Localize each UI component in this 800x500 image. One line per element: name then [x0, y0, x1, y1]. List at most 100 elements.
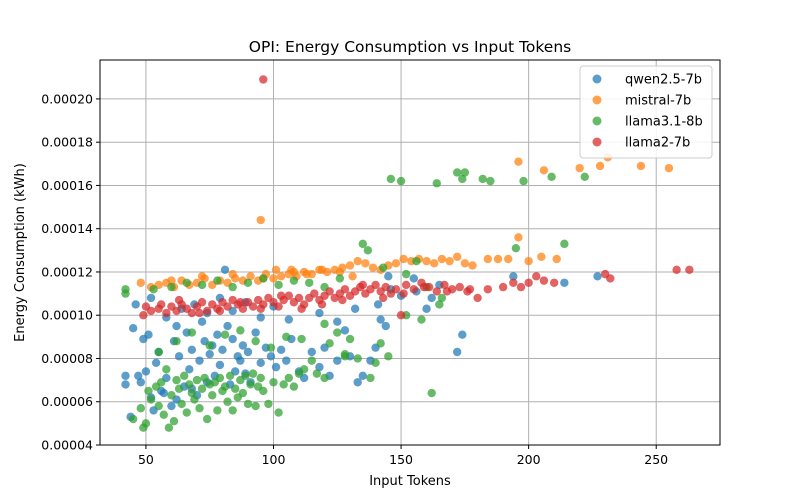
- data-point: [468, 261, 477, 270]
- data-point: [223, 321, 232, 331]
- data-point: [504, 254, 513, 264]
- data-point: [243, 399, 253, 409]
- legend-marker: [592, 137, 602, 147]
- data-point: [205, 341, 214, 350]
- data-point: [453, 252, 462, 262]
- data-point: [325, 287, 334, 296]
- data-point: [238, 388, 248, 398]
- data-point: [256, 358, 265, 368]
- data-point: [141, 367, 151, 376]
- data-point: [317, 300, 327, 309]
- data-point: [672, 265, 681, 274]
- data-point: [251, 328, 260, 337]
- data-point: [391, 259, 401, 268]
- data-point: [593, 272, 602, 281]
- y-tick-label: 0.00014: [41, 221, 93, 236]
- legend-label: llama3.1-8b: [625, 115, 703, 130]
- data-point: [350, 304, 360, 313]
- data-point: [248, 369, 258, 378]
- data-point: [134, 371, 143, 380]
- data-point: [335, 267, 345, 277]
- data-point: [289, 267, 299, 277]
- data-point: [149, 285, 158, 294]
- data-point: [246, 380, 255, 389]
- data-point: [162, 365, 171, 374]
- legend-label: qwen2.5-7b: [625, 73, 702, 88]
- data-point: [552, 254, 561, 264]
- data-point: [218, 345, 227, 355]
- data-point: [169, 417, 179, 426]
- legend: qwen2.5-7b mistral-7b llama3.1-8b llama2-7b: [579, 65, 713, 159]
- y-tick-label: 0.00020: [41, 91, 93, 106]
- data-point: [225, 371, 235, 380]
- data-point: [159, 388, 168, 398]
- data-point: [317, 265, 327, 274]
- data-point: [180, 371, 189, 380]
- data-point: [371, 280, 380, 290]
- data-point: [220, 330, 230, 339]
- data-point: [271, 362, 281, 372]
- data-point: [312, 369, 322, 378]
- data-point: [274, 280, 283, 290]
- data-point: [580, 172, 589, 181]
- data-point: [172, 306, 181, 316]
- data-point: [243, 347, 253, 357]
- data-point: [195, 356, 204, 365]
- data-point: [453, 347, 462, 357]
- data-point: [276, 291, 286, 300]
- data-point: [307, 356, 316, 365]
- data-point: [157, 378, 166, 387]
- data-point: [373, 300, 383, 309]
- data-point: [151, 358, 161, 368]
- data-point: [381, 282, 390, 292]
- data-point: [172, 321, 181, 331]
- data-point: [144, 330, 153, 339]
- data-point: [442, 287, 452, 296]
- data-point: [192, 375, 202, 385]
- data-point: [174, 352, 184, 361]
- data-point: [486, 176, 495, 186]
- data-point: [136, 278, 146, 287]
- data-point: [445, 256, 454, 266]
- y-tick-label: 0.00006: [41, 394, 93, 409]
- data-point: [162, 308, 171, 318]
- data-point: [282, 332, 291, 342]
- data-point: [269, 378, 278, 387]
- data-point: [182, 278, 191, 287]
- data-point: [241, 371, 250, 380]
- data-point: [575, 163, 584, 173]
- data-point: [121, 380, 130, 389]
- data-point: [516, 282, 526, 292]
- axis-ticks: 50 100 150 200 250 0.00004 0.00006 0.00008 0.000…: [41, 91, 668, 467]
- data-point: [483, 285, 493, 294]
- data-point: [478, 174, 487, 184]
- data-point: [284, 291, 294, 300]
- data-point: [381, 321, 390, 331]
- data-point: [202, 414, 212, 424]
- data-point: [297, 334, 306, 344]
- data-point: [228, 334, 237, 344]
- data-point: [353, 354, 362, 363]
- data-point: [246, 272, 255, 281]
- data-point: [202, 306, 212, 316]
- data-point: [248, 302, 258, 311]
- data-point: [157, 300, 166, 309]
- data-point: [409, 274, 419, 283]
- data-point: [539, 276, 549, 285]
- y-tick-label: 0.00016: [41, 178, 93, 193]
- data-point: [251, 401, 260, 411]
- data-point: [172, 375, 181, 385]
- data-point: [532, 272, 541, 281]
- data-point: [215, 306, 225, 316]
- data-point: [208, 391, 217, 400]
- data-point: [174, 384, 184, 393]
- data-point: [256, 215, 265, 225]
- data-point: [236, 298, 245, 307]
- data-point: [146, 306, 156, 316]
- data-point: [340, 349, 350, 359]
- data-point: [289, 382, 299, 391]
- data-point: [358, 239, 367, 249]
- data-point: [440, 280, 449, 290]
- y-axis-title: Energy Consumption (kWh): [13, 163, 28, 342]
- data-point: [539, 166, 549, 175]
